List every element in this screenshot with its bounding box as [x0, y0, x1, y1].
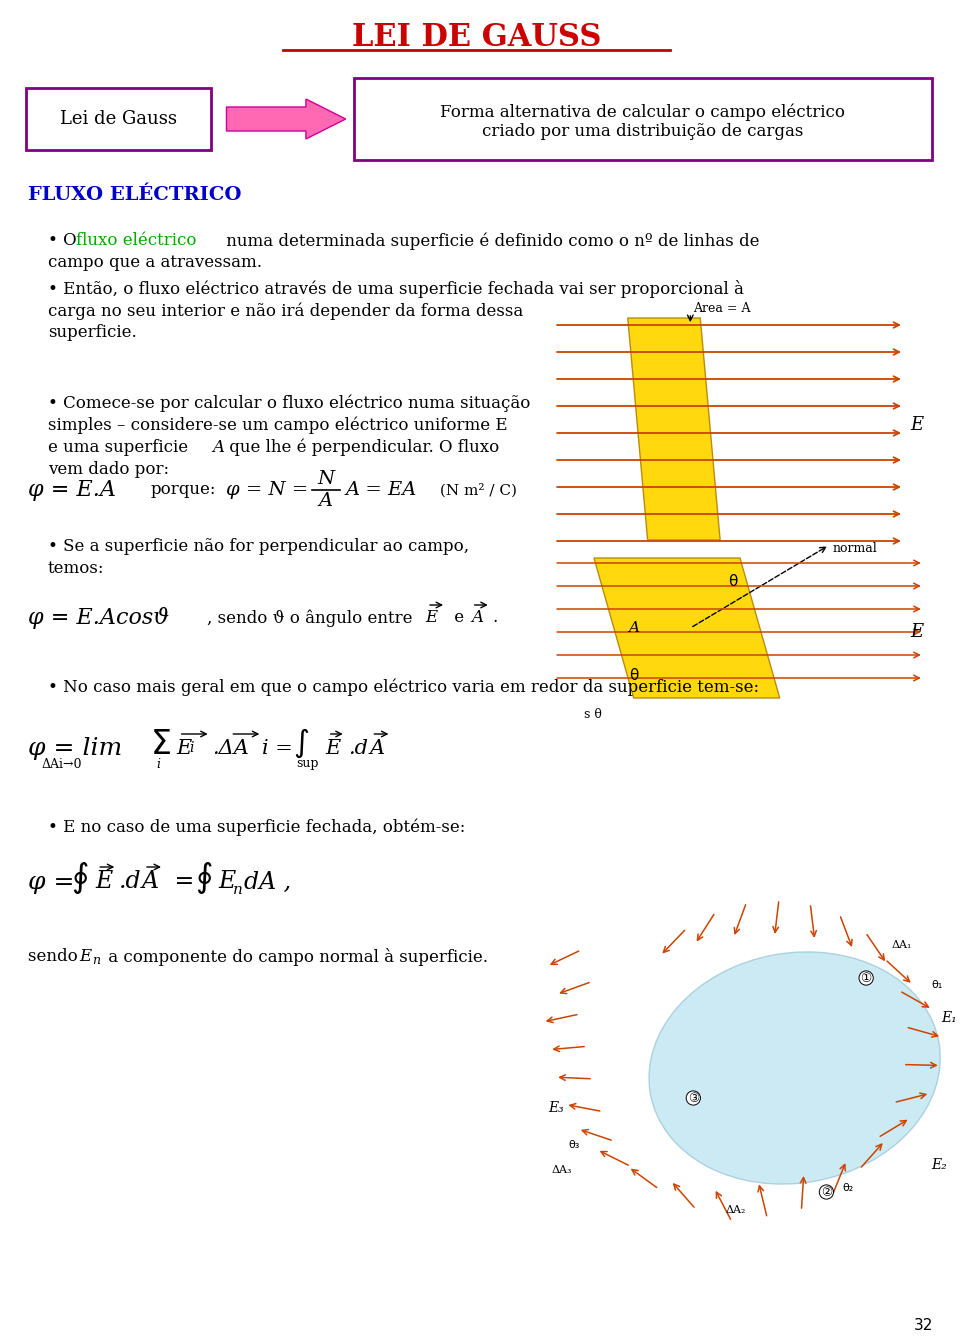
Text: ΔA₂: ΔA₂: [725, 1205, 746, 1215]
Text: LEI DE GAUSS: LEI DE GAUSS: [352, 23, 602, 54]
Text: ∫: ∫: [293, 728, 309, 757]
FancyBboxPatch shape: [353, 78, 932, 160]
Text: .d: .d: [348, 739, 368, 757]
Text: E: E: [425, 610, 437, 626]
Text: Σ: Σ: [151, 728, 172, 760]
Text: A: A: [319, 492, 333, 510]
Text: fluxo eléctrico: fluxo eléctrico: [77, 232, 197, 248]
Text: criado por uma distribuição de cargas: criado por uma distribuição de cargas: [482, 122, 804, 140]
Polygon shape: [227, 99, 346, 138]
Text: A: A: [370, 739, 385, 757]
Text: E: E: [80, 948, 91, 966]
Text: φ = lim: φ = lim: [28, 736, 122, 760]
Text: φ = E.A: φ = E.A: [28, 479, 116, 501]
Text: A: A: [470, 610, 483, 626]
Polygon shape: [628, 318, 720, 540]
Text: .d: .d: [119, 870, 142, 893]
Text: A: A: [628, 620, 639, 635]
Text: n: n: [232, 882, 242, 897]
Text: ①: ①: [860, 971, 872, 984]
Text: θ₁: θ₁: [932, 980, 943, 990]
Text: n: n: [92, 954, 101, 967]
Text: E: E: [325, 739, 341, 757]
Text: i: i: [190, 741, 194, 755]
Text: i: i: [156, 757, 160, 771]
Text: simples – considere-se um campo eléctrico uniforme E: simples – considere-se um campo eléctric…: [48, 416, 507, 435]
Text: • Então, o fluxo eléctrico através de uma superficie fechada vai ser proporciona: • Então, o fluxo eléctrico através de um…: [48, 279, 744, 298]
Text: • Comece-se por calcular o fluxo eléctrico numa situação: • Comece-se por calcular o fluxo eléctri…: [48, 395, 530, 412]
Ellipse shape: [649, 952, 940, 1185]
Text: e uma superficie: e uma superficie: [48, 439, 193, 457]
Text: numa determinada superficie é definido como o nº de linhas de: numa determinada superficie é definido c…: [221, 232, 759, 250]
Text: Forma alternativa de calcular o campo eléctrico: Forma alternativa de calcular o campo el…: [440, 103, 845, 121]
FancyBboxPatch shape: [26, 89, 210, 150]
Text: φ =: φ =: [28, 870, 74, 893]
Text: Lei de Gauss: Lei de Gauss: [60, 110, 177, 128]
Text: E₃: E₃: [548, 1101, 564, 1115]
Text: φ = E.Acosϑ: φ = E.Acosϑ: [28, 607, 169, 629]
Text: ΔA₃: ΔA₃: [551, 1164, 572, 1175]
Text: A: A: [142, 870, 159, 893]
Text: E: E: [910, 416, 923, 434]
Text: i =: i =: [262, 739, 293, 757]
Text: ∮: ∮: [195, 861, 212, 893]
Text: sup: sup: [296, 757, 319, 771]
Text: • No caso mais geral em que o campo eléctrico varia em redor da superficie tem-s: • No caso mais geral em que o campo eléc…: [48, 678, 758, 696]
Text: E: E: [910, 623, 923, 641]
Text: E: E: [219, 870, 236, 893]
Text: a componente do campo normal à superficie.: a componente do campo normal à superfici…: [104, 948, 489, 966]
Text: θ₃: θ₃: [568, 1140, 580, 1150]
Text: (N m² / C): (N m² / C): [435, 483, 517, 497]
Text: vem dado por:: vem dado por:: [48, 461, 169, 478]
Text: • Se a superficie não for perpendicular ao campo,: • Se a superficie não for perpendicular …: [48, 539, 468, 555]
Text: E₁: E₁: [942, 1011, 957, 1025]
Text: .: .: [492, 610, 498, 626]
Text: carga no seu interior e não irá depender da forma dessa: carga no seu interior e não irá depender…: [48, 302, 523, 320]
Text: , sendo ϑ o ângulo entre: , sendo ϑ o ângulo entre: [206, 610, 412, 627]
Text: ΔA₁: ΔA₁: [892, 940, 912, 950]
Text: normal: normal: [832, 541, 877, 555]
Text: θ₂: θ₂: [842, 1183, 853, 1193]
Text: superficie.: superficie.: [48, 324, 136, 341]
Text: E: E: [177, 739, 192, 757]
Text: • O: • O: [48, 232, 82, 248]
Text: N: N: [317, 470, 334, 488]
Text: porque:: porque:: [151, 482, 216, 498]
Text: e: e: [449, 610, 469, 626]
Text: θ: θ: [629, 667, 638, 682]
Text: campo que a atravessam.: campo que a atravessam.: [48, 254, 262, 271]
Text: s θ: s θ: [584, 709, 602, 721]
Text: θ: θ: [729, 575, 737, 590]
Text: E: E: [95, 870, 112, 893]
Text: A = EA: A = EA: [346, 481, 417, 500]
Text: φ = N =: φ = N =: [227, 481, 309, 500]
Text: E₂: E₂: [932, 1158, 948, 1172]
Text: A: A: [212, 439, 225, 457]
Text: ΔAi→0: ΔAi→0: [41, 757, 83, 771]
Text: ②: ②: [821, 1186, 832, 1198]
Text: .ΔA: .ΔA: [212, 739, 250, 757]
Text: dA ,: dA ,: [245, 870, 292, 893]
Polygon shape: [594, 557, 780, 698]
Text: ∮: ∮: [71, 861, 89, 893]
Text: • E no caso de uma superficie fechada, obtém-se:: • E no caso de uma superficie fechada, o…: [48, 818, 465, 835]
Text: Area = A: Area = A: [693, 301, 751, 314]
Text: sendo: sendo: [28, 948, 83, 966]
Text: ③: ③: [687, 1092, 699, 1104]
Text: 32: 32: [914, 1317, 933, 1332]
Text: FLUXO ELÉCTRICO: FLUXO ELÉCTRICO: [28, 185, 241, 204]
Text: que lhe é perpendicular. O fluxo: que lhe é perpendicular. O fluxo: [225, 439, 500, 457]
Text: temos:: temos:: [48, 560, 105, 577]
Text: =: =: [167, 870, 194, 893]
